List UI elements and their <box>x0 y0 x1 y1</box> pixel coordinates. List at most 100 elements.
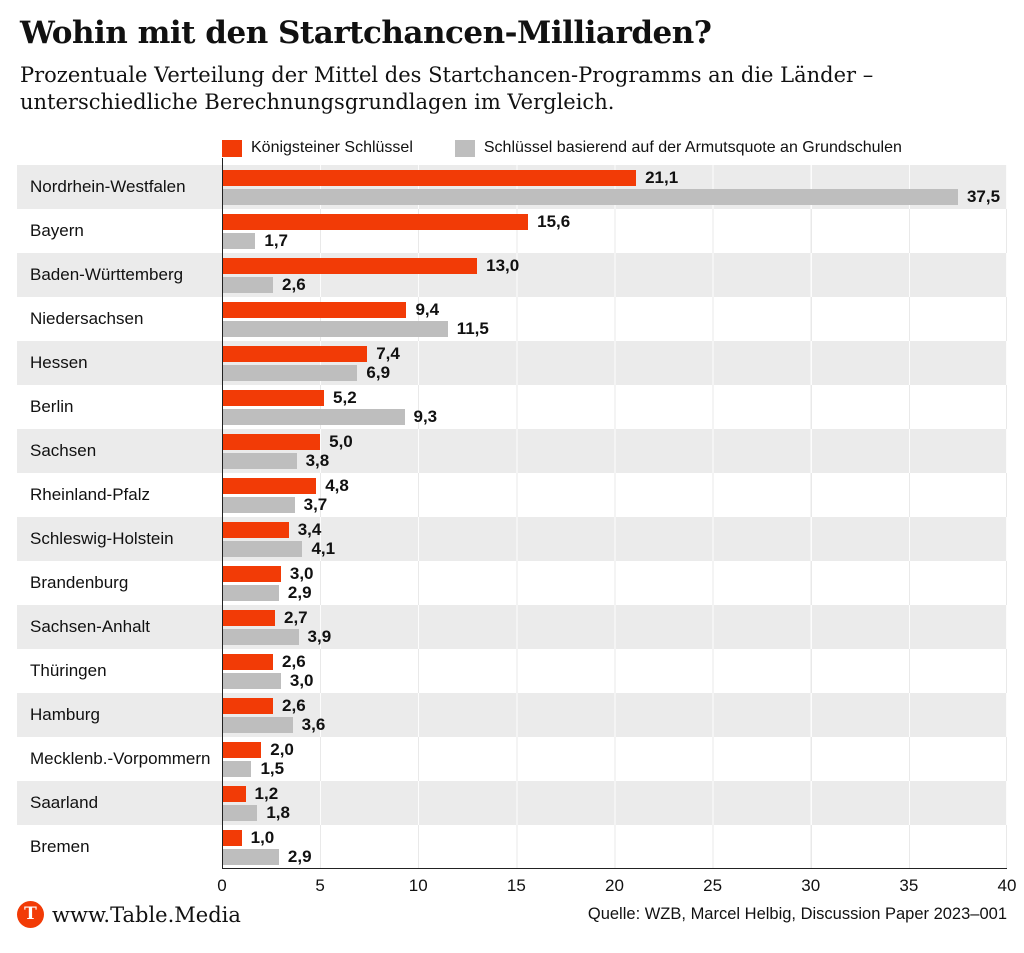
value-label-koenigsteiner: 3,4 <box>297 520 322 540</box>
bar-chart: Nordrhein-Westfalen 21,1 37,5 Bayern 15,… <box>17 158 1007 870</box>
bar-armutsquote <box>222 233 256 250</box>
bar-koenigsteiner <box>222 610 275 627</box>
bar-armutsquote <box>222 321 448 338</box>
value-label-koenigsteiner: 2,6 <box>282 696 306 716</box>
value-label-armutsquote: 1,5 <box>260 759 285 779</box>
value-label-koenigsteiner: 5,0 <box>329 432 353 452</box>
bar-koenigsteiner <box>222 566 281 583</box>
bar-koenigsteiner <box>222 742 262 759</box>
row-plot: 2,6 3,0 <box>222 649 1007 694</box>
bar-armutsquote <box>222 717 293 734</box>
bar-koenigsteiner <box>222 346 368 363</box>
y-axis-line <box>222 158 223 870</box>
value-label-koenigsteiner: 15,6 <box>537 212 571 232</box>
value-label-koenigsteiner: 5,2 <box>333 388 357 408</box>
bar-koenigsteiner <box>222 170 637 187</box>
value-label-koenigsteiner: 2,0 <box>270 740 294 760</box>
bar-armutsquote <box>222 541 303 558</box>
legend-label: Königsteiner Schlüssel <box>251 139 413 157</box>
bar-armutsquote <box>222 189 958 206</box>
row-plot: 4,8 3,7 <box>222 473 1007 518</box>
row-label: Sachsen <box>30 441 97 461</box>
value-label-armutsquote: 2,6 <box>282 275 306 295</box>
value-label-armutsquote: 1,8 <box>266 803 290 823</box>
chart-row: Saarland 1,2 1,8 <box>17 781 1007 826</box>
x-tick-label: 20 <box>605 876 624 896</box>
row-plot: 1,2 1,8 <box>222 781 1007 826</box>
x-tick-label: 40 <box>997 876 1017 896</box>
chart-row: Baden-Württemberg 13,0 2,6 <box>17 253 1007 298</box>
row-label: Hessen <box>30 353 88 373</box>
row-plot: 9,4 11,5 <box>222 297 1007 342</box>
bar-koenigsteiner <box>222 478 317 495</box>
row-plot: 2,7 3,9 <box>222 605 1007 650</box>
bar-koenigsteiner <box>222 302 407 319</box>
value-label-koenigsteiner: 7,4 <box>376 344 400 364</box>
value-label-koenigsteiner: 1,0 <box>250 828 275 848</box>
chart-row: Berlin 5,2 9,3 <box>17 385 1007 430</box>
bar-armutsquote <box>222 585 279 602</box>
bar-armutsquote <box>222 761 252 778</box>
chart-row: Sachsen-Anhalt 2,7 3,9 <box>17 605 1007 650</box>
value-label-koenigsteiner: 1,2 <box>254 784 279 804</box>
value-label-armutsquote: 3,7 <box>303 495 328 515</box>
source-text: Quelle: WZB, Marcel Helbig, Discussion P… <box>587 905 1007 924</box>
bar-armutsquote <box>222 849 279 866</box>
chart-rows: Nordrhein-Westfalen 21,1 37,5 Bayern 15,… <box>17 165 1007 870</box>
row-label: Bayern <box>30 221 84 241</box>
value-label-armutsquote: 1,7 <box>264 231 288 251</box>
bar-armutsquote <box>222 409 405 426</box>
chart-row: Hessen 7,4 6,9 <box>17 341 1007 386</box>
x-tick-label: 5 <box>315 876 325 896</box>
bar-koenigsteiner <box>222 434 321 451</box>
row-plot: 2,6 3,6 <box>222 693 1007 738</box>
x-tick-label: 0 <box>217 876 227 896</box>
legend-swatch-orange-icon <box>222 139 242 157</box>
value-label-koenigsteiner: 21,1 <box>645 168 679 188</box>
row-plot: 15,6 1,7 <box>222 209 1007 254</box>
row-plot: 5,0 3,8 <box>222 429 1007 474</box>
row-label: Sachsen-Anhalt <box>30 617 151 637</box>
value-label-armutsquote: 6,9 <box>366 363 391 383</box>
row-plot: 3,4 4,1 <box>222 517 1007 562</box>
value-label-armutsquote: 3,0 <box>289 671 314 691</box>
bar-koenigsteiner <box>222 830 242 847</box>
chart-row: Mecklenb.-Vorpommern 2,0 1,5 <box>17 737 1007 782</box>
legend-label: Schlüssel basierend auf der Armutsquote … <box>483 139 902 157</box>
row-plot: 5,2 9,3 <box>222 385 1007 430</box>
bar-armutsquote <box>222 453 297 470</box>
chart-row: Brandenburg 3,0 2,9 <box>17 561 1007 606</box>
value-label-armutsquote: 3,9 <box>307 627 332 647</box>
row-label: Niedersachsen <box>30 309 144 329</box>
row-label: Hamburg <box>30 705 100 725</box>
value-label-koenigsteiner: 13,0 <box>486 256 520 276</box>
row-label: Berlin <box>30 397 74 417</box>
value-label-koenigsteiner: 2,7 <box>283 608 308 628</box>
chart-row: Schleswig-Holstein 3,4 4,1 <box>17 517 1007 562</box>
bar-armutsquote <box>222 673 281 690</box>
chart-row: Bremen 1,0 2,9 <box>17 825 1007 870</box>
row-label: Bremen <box>30 837 90 857</box>
legend-item-koenigsteiner: Königsteiner Schlüssel <box>222 139 413 157</box>
bar-koenigsteiner <box>222 698 274 715</box>
x-tick-label: 15 <box>506 876 526 896</box>
value-label-armutsquote: 2,9 <box>287 847 312 867</box>
value-label-koenigsteiner: 3,0 <box>289 564 314 584</box>
row-label: Nordrhein-Westfalen <box>30 177 186 197</box>
brand-url: www.Table.Media <box>52 902 241 927</box>
row-label: Baden-Württemberg <box>30 265 184 285</box>
x-axis-line <box>222 868 1007 870</box>
chart-row: Hamburg 2,6 3,6 <box>17 693 1007 738</box>
table-media-logo-icon: T <box>17 901 44 929</box>
chart-row: Thüringen 2,6 3,0 <box>17 649 1007 694</box>
bar-armutsquote <box>222 365 358 382</box>
x-tick-label: 25 <box>703 876 723 896</box>
row-label: Rheinland-Pfalz <box>30 485 151 505</box>
row-label: Saarland <box>30 793 99 813</box>
bar-koenigsteiner <box>222 654 274 671</box>
x-tick-label: 35 <box>899 876 919 896</box>
value-label-armutsquote: 4,1 <box>311 539 336 559</box>
bar-armutsquote <box>222 277 274 294</box>
value-label-armutsquote: 37,5 <box>966 187 1001 207</box>
row-label: Mecklenb.-Vorpommern <box>30 749 211 769</box>
